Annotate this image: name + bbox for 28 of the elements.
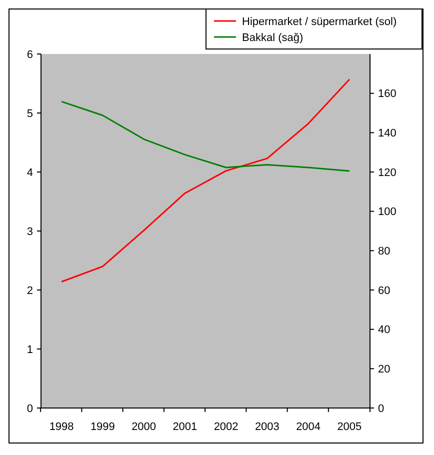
line-series — [60, 78, 350, 282]
y2-tick-label: 140 — [378, 128, 396, 140]
y-tick-label: 1 — [26, 344, 33, 356]
y2-tick-label: 160 — [378, 88, 396, 100]
y2-tick-label: 20 — [378, 364, 390, 376]
y-tick-label: 0 — [26, 402, 33, 415]
y-tick-label: 4 — [26, 166, 33, 179]
y-tick-label: 6 — [26, 48, 33, 61]
y2-tick-label: 80 — [378, 246, 390, 258]
y2-tick-label: 100 — [378, 206, 396, 218]
y-tick-label: 3 — [26, 226, 33, 238]
x-tick-label: 1998 — [49, 421, 74, 433]
y2-tick-label: 40 — [378, 324, 390, 336]
x-tick-label: 2003 — [254, 421, 280, 433]
x-tick-label: 1999 — [90, 421, 115, 433]
x-tick-label: 2004 — [296, 421, 321, 433]
x-tick-label: 2000 — [132, 421, 156, 433]
y2-tick-label: 0 — [378, 402, 384, 415]
legend-label: Bakkal (sağ) — [242, 32, 304, 44]
legend-label: Hipermarket / süpermarket (sol) — [242, 16, 397, 28]
y-tick-label: 5 — [26, 108, 33, 120]
y2-tick-label: 120 — [378, 166, 396, 179]
line-series — [60, 100, 350, 172]
x-tick-label: 2001 — [172, 421, 198, 433]
y2-tick-label: 60 — [378, 284, 390, 297]
y-tick-label: 2 — [26, 284, 33, 297]
x-tick-label: 2005 — [337, 421, 362, 433]
x-tick-label: 2002 — [214, 421, 238, 433]
